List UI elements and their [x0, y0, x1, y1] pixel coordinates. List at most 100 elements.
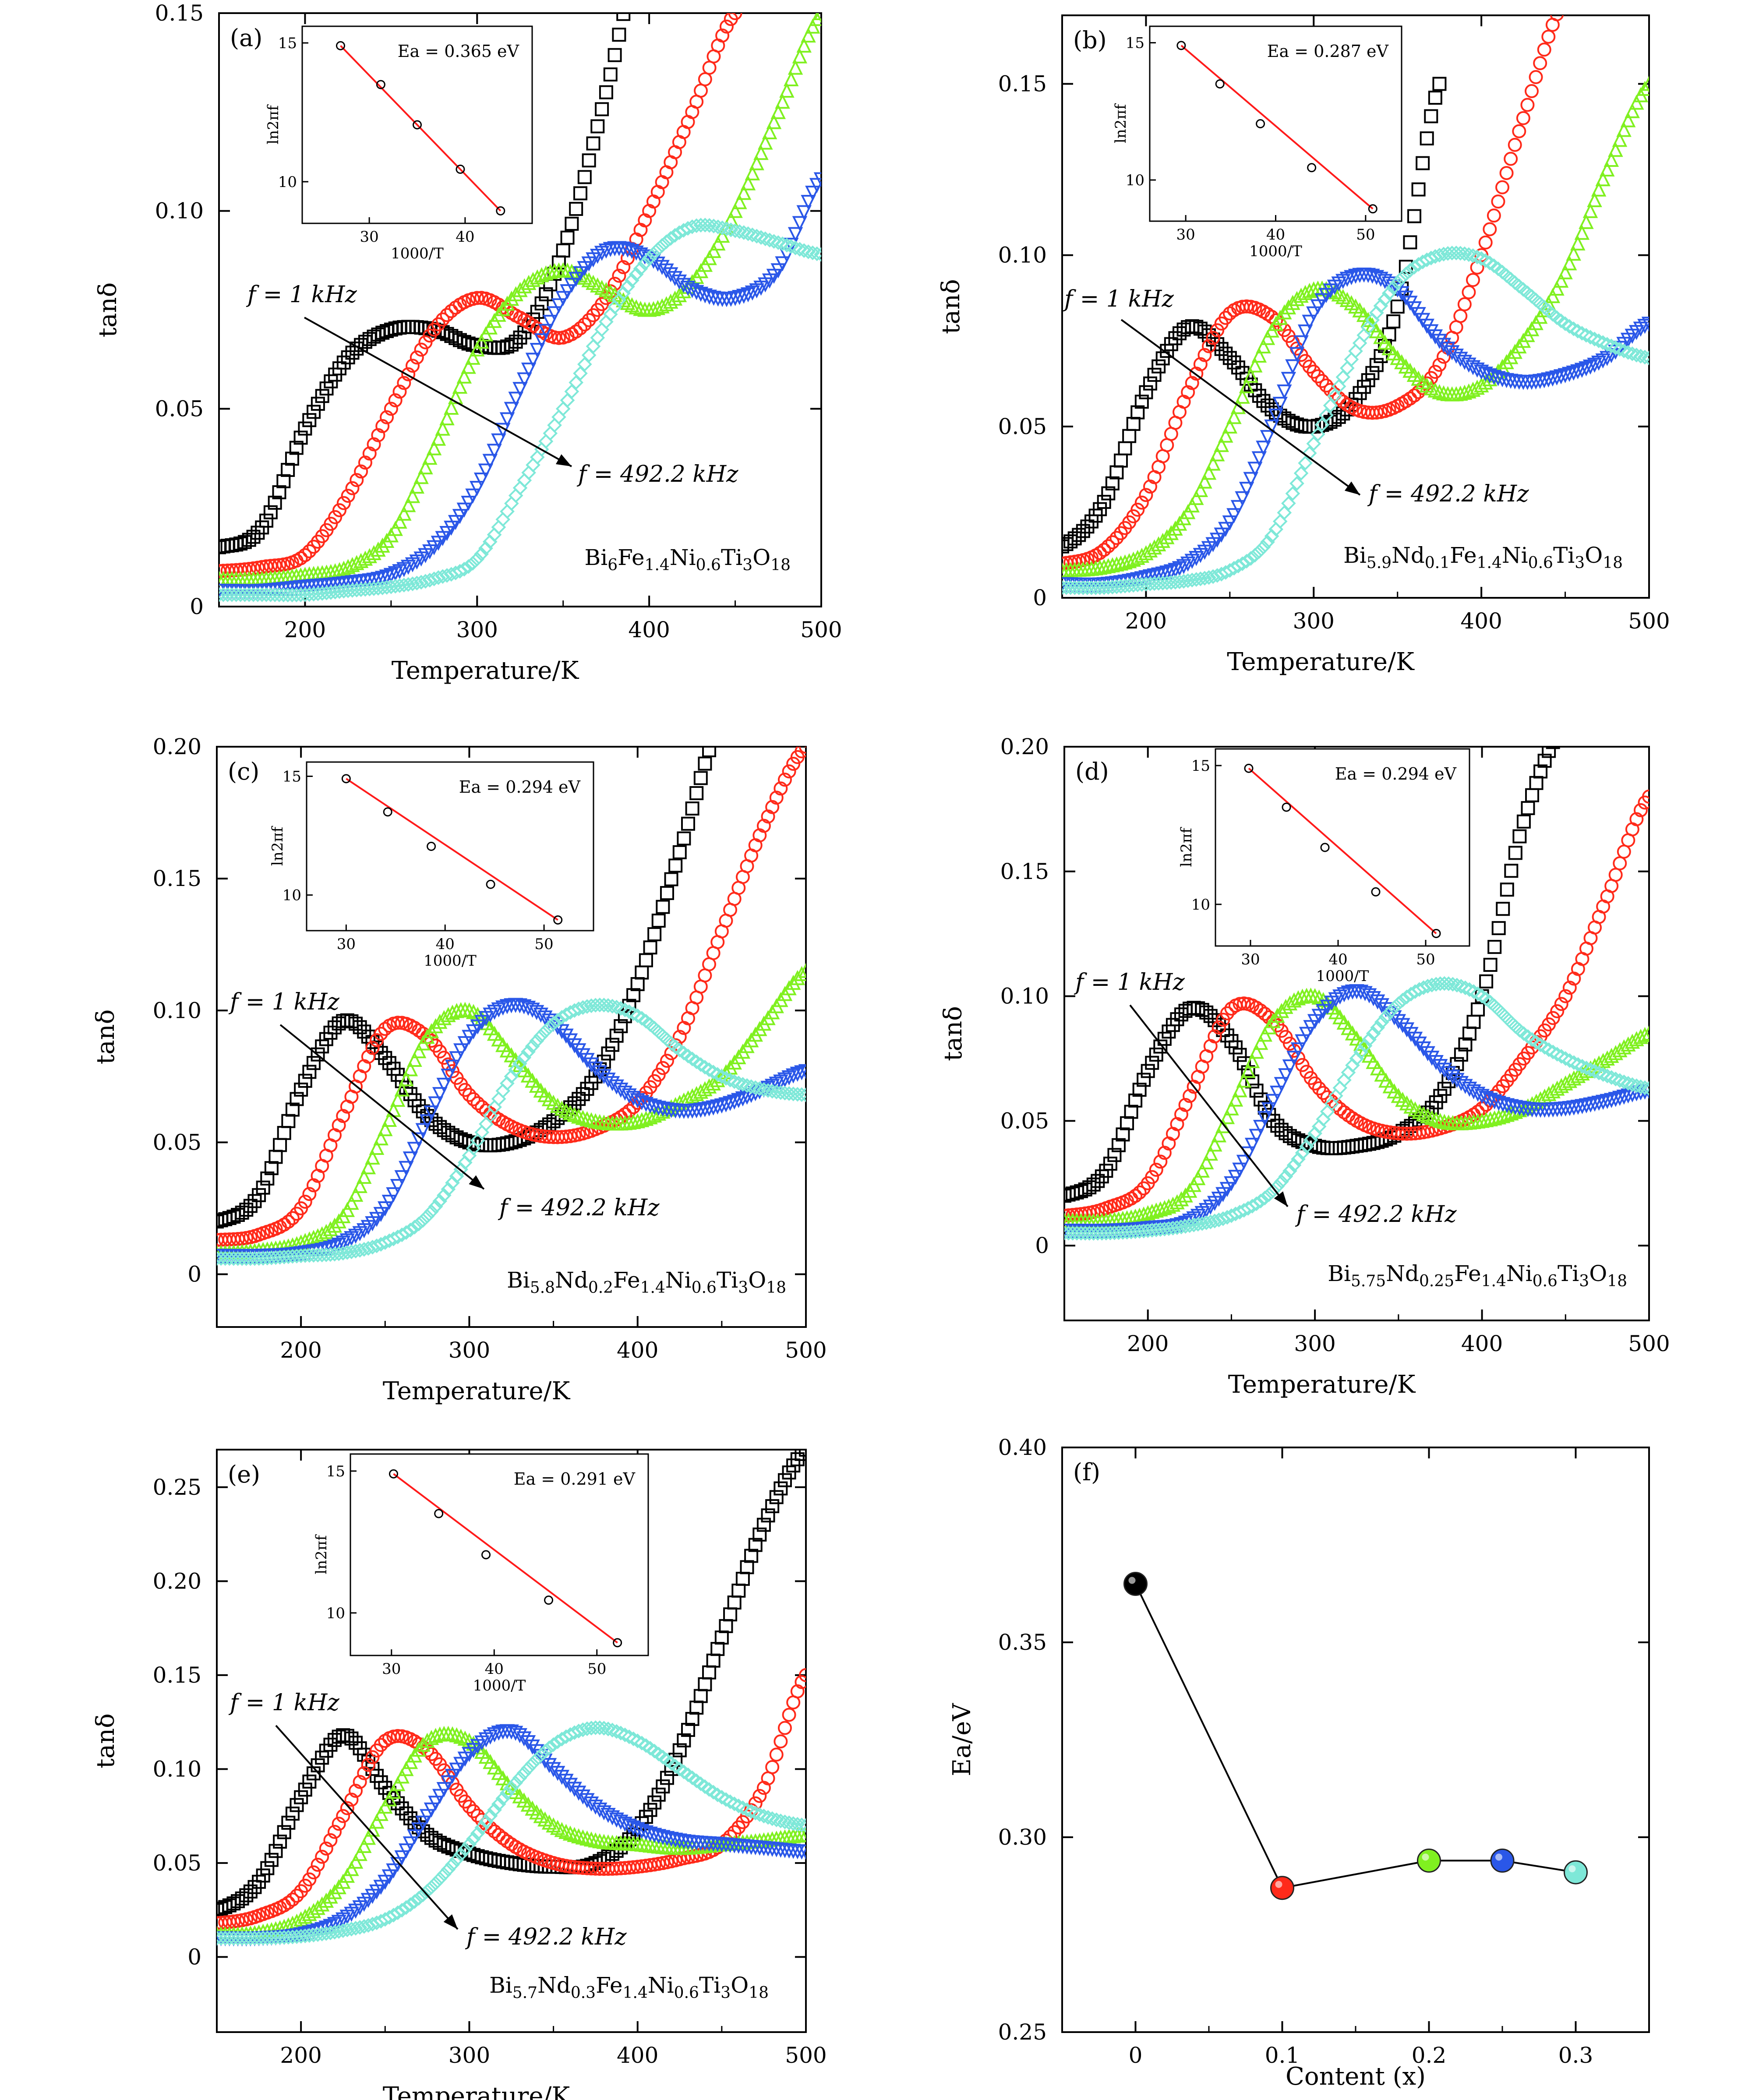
arrow-end-label: f = 492.2 kHz [465, 1924, 627, 1950]
formula-part: 3 [721, 1984, 731, 2002]
data-point [1566, 365, 1581, 381]
data-point [315, 1039, 329, 1054]
data-point [1474, 251, 1489, 266]
data-point [499, 412, 515, 427]
data-point [1282, 1059, 1298, 1075]
data-point [1570, 235, 1586, 251]
data-point [1132, 1185, 1147, 1200]
data-point [1297, 324, 1313, 340]
data-point [1370, 1060, 1385, 1076]
data-point [1608, 868, 1623, 882]
data-point [1219, 346, 1233, 361]
x-tick-label: 0 [1129, 2043, 1143, 2068]
data-point [1247, 462, 1263, 477]
data-point [352, 1846, 367, 1861]
data-point [1197, 571, 1212, 586]
data-point [1155, 566, 1170, 582]
data-point [626, 1731, 641, 1747]
data-point [530, 450, 545, 465]
data-point [798, 1845, 806, 1860]
formula-part: 1.4 [1477, 554, 1502, 572]
data-point [790, 970, 805, 985]
data-point [1553, 272, 1569, 288]
data-point [1257, 1111, 1272, 1126]
formula-part: Nd [537, 1973, 571, 1998]
data-point [1278, 1169, 1293, 1184]
plot-frame [1061, 1447, 1650, 2033]
data-point [378, 1051, 392, 1065]
inset-x-tick-label: 50 [1356, 226, 1375, 244]
data-point [1285, 359, 1300, 374]
data-point [1289, 476, 1304, 491]
data-point [731, 1798, 746, 1814]
data-point [642, 251, 657, 266]
data-point [1256, 338, 1271, 353]
data-point [1491, 1096, 1506, 1111]
data-point [1365, 366, 1380, 380]
data-point [1257, 1190, 1272, 1206]
data-point [331, 1924, 346, 1939]
inset-point [427, 842, 436, 851]
data-point [1641, 317, 1649, 332]
data-point [575, 1000, 590, 1015]
sample-formula: Bi5.8Nd0.2Fe1.4Ni0.6Ti3O18 [507, 1267, 786, 1297]
x-tick-label: 500 [800, 617, 842, 642]
data-point [1289, 347, 1305, 362]
data-point [441, 1182, 456, 1197]
data-point [575, 1789, 591, 1805]
inset-y-tick-label: 10 [1191, 896, 1210, 914]
data-point [1504, 1015, 1519, 1030]
data-point [1361, 1048, 1377, 1063]
data-point [390, 1776, 406, 1791]
data-point [1144, 1204, 1160, 1219]
data-point [1399, 989, 1414, 1005]
data-point [714, 1069, 729, 1084]
data-point [659, 234, 674, 249]
data-point [1453, 309, 1468, 323]
data-point [365, 1041, 380, 1055]
inset-point [341, 774, 351, 784]
data-point [1587, 1096, 1603, 1112]
inset-x-tick-label: 30 [1241, 951, 1260, 968]
data-point [799, 1668, 806, 1682]
data-point [1228, 1170, 1243, 1185]
data-point [1247, 357, 1263, 373]
data-point [448, 515, 463, 530]
data-point [659, 263, 674, 279]
data-point [298, 548, 312, 562]
data-point [1387, 1000, 1402, 1015]
formula-part: Ni [1506, 1261, 1533, 1286]
data-point [1549, 280, 1565, 296]
series-3 [217, 998, 806, 1264]
data-point [1256, 540, 1271, 555]
data-point [577, 356, 592, 372]
data-point [543, 314, 558, 330]
data-point [273, 1835, 287, 1849]
x-tick-label: 400 [617, 2043, 658, 2068]
data-point [1554, 1049, 1569, 1064]
data-point [668, 228, 682, 243]
data-point [1575, 1059, 1590, 1074]
data-point [1457, 246, 1472, 261]
data-point [1249, 1044, 1264, 1059]
data-point [407, 1829, 422, 1845]
data-point [1227, 355, 1241, 370]
data-point [1638, 795, 1649, 810]
data-point [784, 239, 799, 254]
inset-x-tick-label: 30 [360, 228, 378, 246]
data-point [1228, 1040, 1243, 1055]
data-point [1157, 1031, 1172, 1046]
data-point [411, 1891, 426, 1906]
inset-x-tick-label: 50 [587, 1660, 606, 1678]
data-point [1218, 522, 1233, 537]
data-point [1479, 974, 1494, 988]
data-point [681, 816, 695, 831]
data-point [1237, 1056, 1251, 1070]
data-point [546, 1762, 561, 1777]
x-tick-label: 200 [1127, 1331, 1169, 1356]
data-point [349, 1016, 363, 1031]
data-point [444, 399, 459, 415]
data-point [1521, 801, 1535, 815]
data-point [1220, 1006, 1234, 1020]
